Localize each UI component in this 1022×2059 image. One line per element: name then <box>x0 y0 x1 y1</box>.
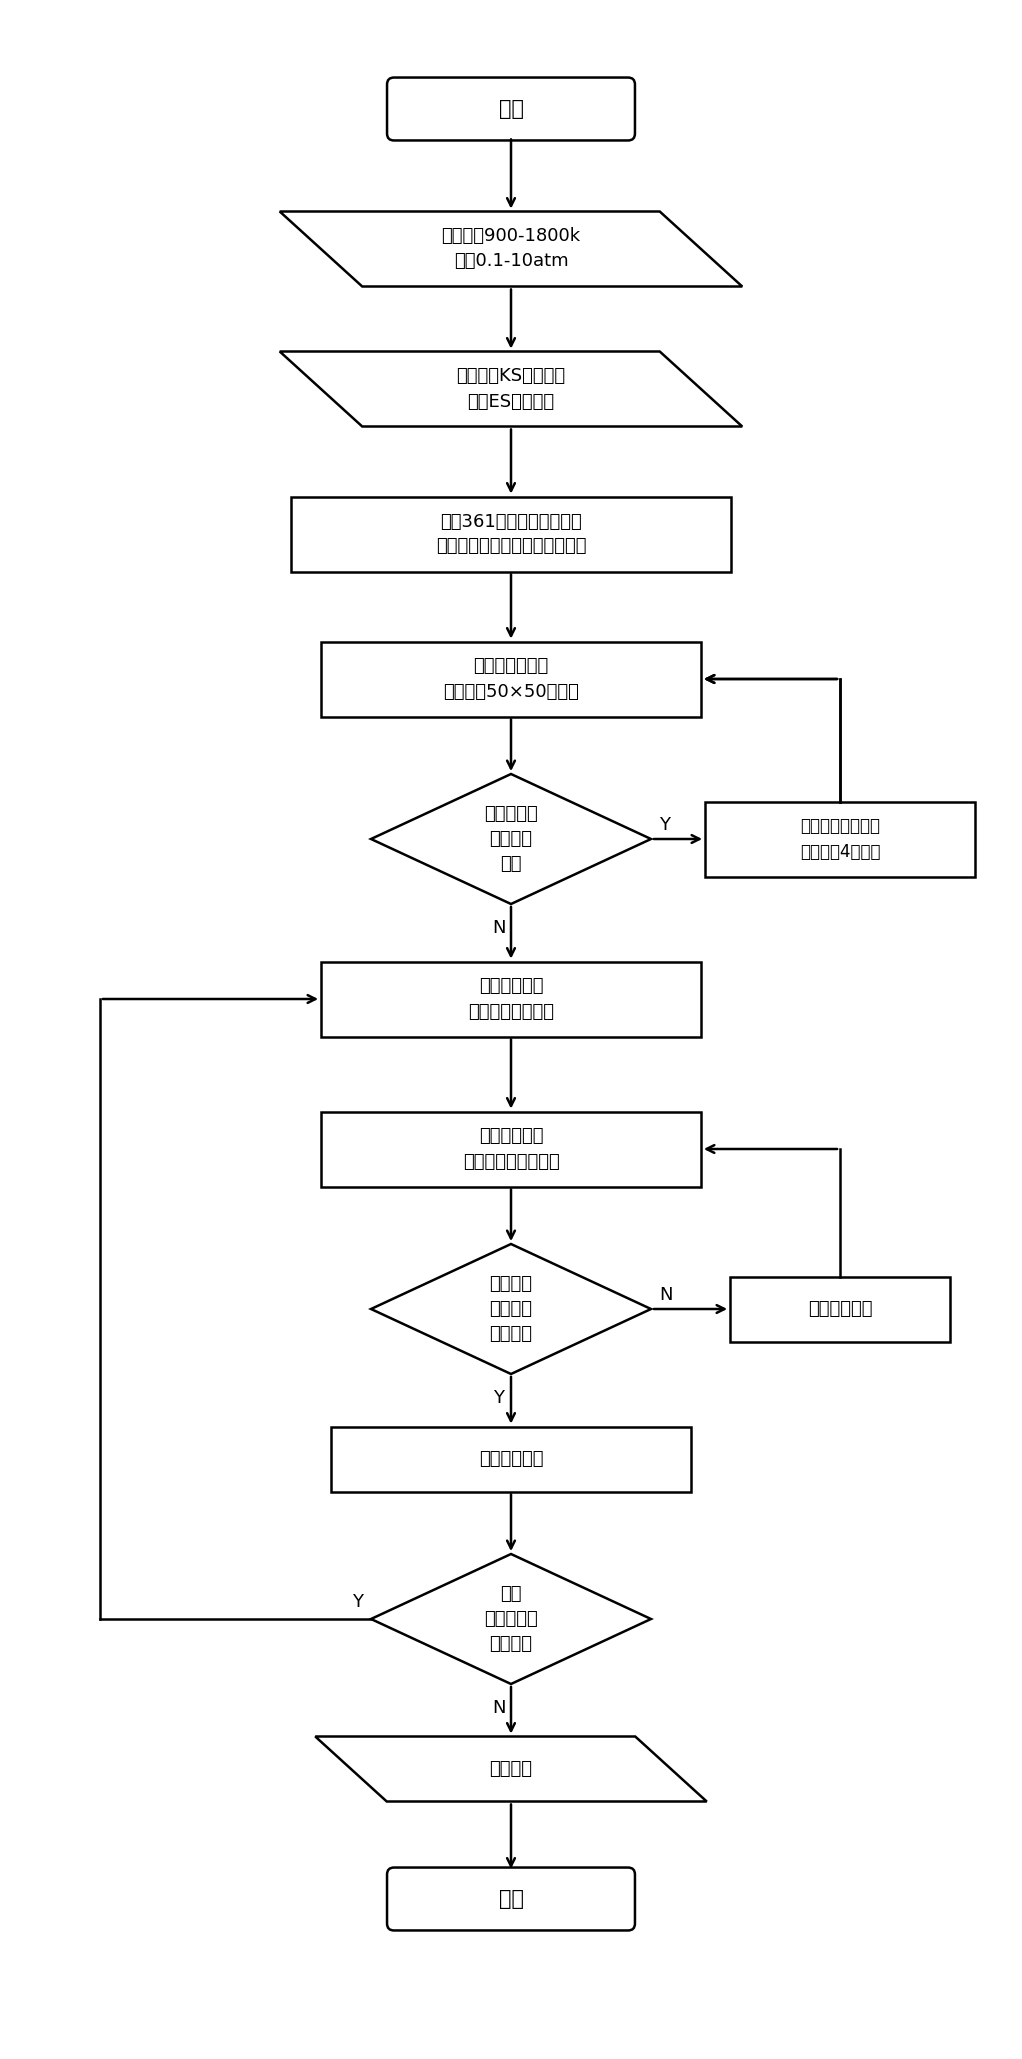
Text: 输入温度900-1800k
压强0.1-10atm: 输入温度900-1800k 压强0.1-10atm <box>442 226 580 270</box>
Text: N: N <box>493 918 506 937</box>
Polygon shape <box>315 1736 707 1802</box>
Text: 读取详细KS反应机理
简化ES反应机理: 读取详细KS反应机理 简化ES反应机理 <box>457 367 565 410</box>
Text: N: N <box>659 1287 672 1303</box>
Text: 估算简化机理
子分区参数校正倍数: 估算简化机理 子分区参数校正倍数 <box>463 1128 559 1170</box>
FancyBboxPatch shape <box>387 78 635 140</box>
Bar <box>730 1277 950 1342</box>
Text: 存储数据: 存储数据 <box>490 1760 532 1779</box>
Text: Y: Y <box>352 1594 363 1610</box>
Bar <box>321 962 701 1036</box>
Text: N: N <box>493 1699 506 1717</box>
Text: 确定最优参数: 确定最优参数 <box>478 1450 544 1468</box>
Bar <box>321 1112 701 1186</box>
Text: 计算361个温度、压强组合
点火延迟时间，插值构建响应面: 计算361个温度、压强组合 点火延迟时间，插值构建响应面 <box>435 513 587 556</box>
Text: 点火时间
相对大小
是否改变: 点火时间 相对大小 是否改变 <box>490 1275 532 1342</box>
Bar <box>321 642 701 717</box>
Text: 是否
有子区间未
校正参数: 是否 有子区间未 校正参数 <box>484 1585 538 1653</box>
Bar <box>331 1427 691 1491</box>
FancyBboxPatch shape <box>387 1868 635 1931</box>
Polygon shape <box>280 212 742 286</box>
Polygon shape <box>280 352 742 426</box>
Polygon shape <box>371 774 651 904</box>
Bar <box>291 496 731 572</box>
Text: Y: Y <box>494 1390 505 1406</box>
Text: 计算简化机理
基元反应敏度系数: 计算简化机理 基元反应敏度系数 <box>468 978 554 1021</box>
Polygon shape <box>371 1244 651 1373</box>
Text: 继续校正参数: 继续校正参数 <box>807 1299 872 1318</box>
Polygon shape <box>371 1555 651 1684</box>
Text: 结束: 结束 <box>499 1888 523 1909</box>
Text: 开始: 开始 <box>499 99 523 119</box>
Text: 将反应条件区域
均匀划分50×50子区域: 将反应条件区域 均匀划分50×50子区域 <box>444 657 578 700</box>
Bar <box>705 801 975 877</box>
Text: 将需要分区子区域
均匀划分4子区域: 将需要分区子区域 均匀划分4子区域 <box>800 817 880 861</box>
Text: Y: Y <box>659 815 670 834</box>
Text: 所有子区域
是否继续
分区: 所有子区域 是否继续 分区 <box>484 805 538 873</box>
